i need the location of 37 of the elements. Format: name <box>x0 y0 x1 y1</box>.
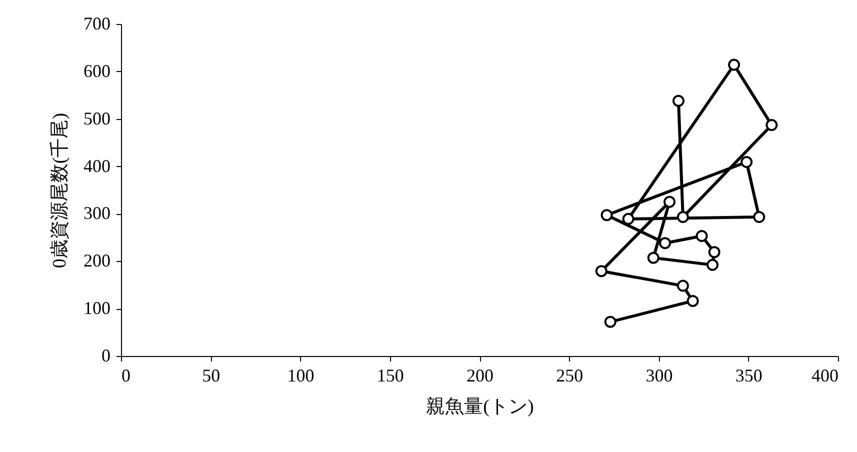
x-tick-label: 300 <box>646 366 673 386</box>
point <box>647 252 660 264</box>
x-tick-label: 400 <box>812 366 838 386</box>
point <box>708 246 720 258</box>
y-tick-label: 700 <box>84 14 110 34</box>
point <box>604 316 616 328</box>
y-tick-label: 500 <box>84 108 110 128</box>
point <box>676 280 689 292</box>
x-tick-label: 50 <box>202 366 220 386</box>
y-tick-label: 300 <box>84 203 110 224</box>
point <box>672 94 684 107</box>
point <box>686 294 699 307</box>
point <box>676 211 689 224</box>
point <box>595 265 608 278</box>
x-axis-title: 親魚量(トン) <box>426 396 534 418</box>
point <box>706 258 719 271</box>
point <box>753 211 766 224</box>
x-tick-label: 100 <box>287 366 314 386</box>
point <box>766 119 778 132</box>
x-tick-label: 150 <box>376 366 404 386</box>
y-axis-title: 0歳資源尾数(千尾) <box>50 112 70 268</box>
x-tick-label: 350 <box>735 366 762 386</box>
point <box>622 212 634 225</box>
x-tick-label: 200 <box>466 366 494 386</box>
point <box>659 237 672 250</box>
y-tick-label: 400 <box>84 156 110 176</box>
y-tick-label: 100 <box>84 298 110 318</box>
point <box>664 196 676 208</box>
point <box>696 230 708 242</box>
x-tick-label: 250 <box>556 366 584 386</box>
point <box>600 209 613 222</box>
y-tick-label: 600 <box>84 60 110 81</box>
point <box>728 58 740 71</box>
y-tick-label: 0 <box>102 346 110 366</box>
y-tick-label: 200 <box>84 250 110 271</box>
point <box>740 156 753 168</box>
x-tick-label: 0 <box>122 366 130 386</box>
